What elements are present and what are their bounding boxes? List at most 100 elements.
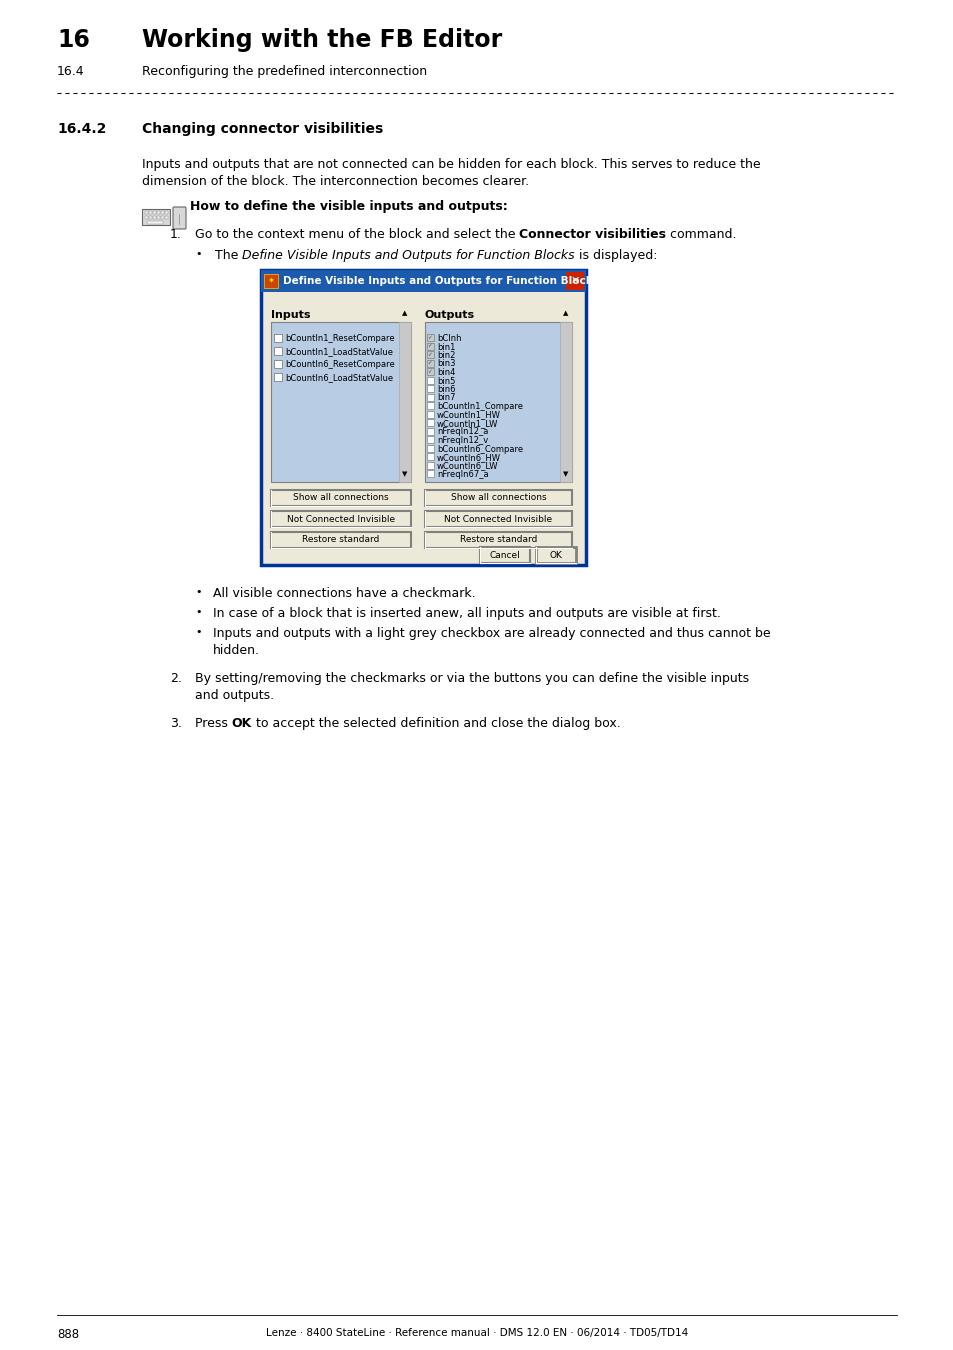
Bar	[271, 532, 411, 548]
Bar	[152, 211, 156, 215]
Bar	[427, 470, 434, 477]
Bar	[424, 512, 572, 526]
Text: ✓: ✓	[427, 360, 432, 366]
Text: OK: OK	[549, 551, 562, 559]
Text: The: The	[214, 248, 242, 262]
Bar	[149, 216, 152, 219]
Bar	[274, 373, 282, 381]
Text: bin6: bin6	[436, 385, 455, 394]
Text: 2.: 2.	[170, 672, 182, 684]
Text: OK: OK	[232, 717, 252, 730]
Text: Show all connections: Show all connections	[293, 494, 389, 502]
Text: bin2: bin2	[436, 351, 455, 360]
Text: Show all connections: Show all connections	[450, 494, 546, 502]
Text: Define Visible Inputs and Outputs for Function Blocks: Define Visible Inputs and Outputs for Fu…	[283, 275, 598, 286]
Text: wCountIn6_HW: wCountIn6_HW	[436, 454, 500, 462]
Bar	[157, 211, 160, 215]
Text: nFreqIn12_v: nFreqIn12_v	[436, 436, 488, 446]
Bar	[479, 547, 530, 563]
Text: wCountIn1_HW: wCountIn1_HW	[436, 410, 500, 420]
Bar	[147, 221, 163, 224]
Text: ▲: ▲	[562, 310, 568, 316]
Text: Inputs: Inputs	[271, 310, 310, 320]
Bar	[152, 216, 156, 219]
Text: Press: Press	[194, 717, 232, 730]
Text: Reconfiguring the predefined interconnection: Reconfiguring the predefined interconnec…	[142, 65, 427, 78]
Text: wCountIn6_LW: wCountIn6_LW	[436, 462, 498, 471]
Text: bCountIn1_ResetCompare: bCountIn1_ResetCompare	[285, 333, 395, 343]
Text: Not Connected Invisible: Not Connected Invisible	[444, 514, 552, 524]
Text: ✓: ✓	[427, 335, 432, 340]
Text: to accept the selected definition and close the dialog box.: to accept the selected definition and cl…	[252, 717, 620, 730]
Bar	[427, 393, 434, 401]
Text: bin7: bin7	[436, 393, 455, 402]
Text: ▲: ▲	[402, 310, 407, 316]
Bar	[424, 490, 572, 506]
Text: •: •	[194, 587, 201, 597]
Bar	[271, 512, 411, 526]
Bar	[427, 343, 434, 350]
Bar	[165, 216, 168, 219]
Text: •: •	[194, 626, 201, 637]
Text: ✶: ✶	[267, 277, 274, 285]
Text: bCountIn6_ResetCompare: bCountIn6_ResetCompare	[285, 360, 395, 369]
Text: ▼: ▼	[402, 471, 407, 477]
Text: How to define the visible inputs and outputs:: How to define the visible inputs and out…	[190, 200, 507, 213]
Bar	[427, 359, 434, 366]
Text: •: •	[194, 608, 201, 617]
Text: All visible connections have a checkmark.: All visible connections have a checkmark…	[213, 587, 476, 599]
Bar	[145, 216, 148, 219]
Text: Changing connector visibilities: Changing connector visibilities	[142, 122, 383, 136]
Bar	[142, 209, 170, 225]
Text: and outputs.: and outputs.	[194, 688, 274, 702]
Bar	[398, 323, 411, 482]
Bar	[424, 532, 572, 548]
Bar	[261, 270, 585, 292]
Text: ▼: ▼	[562, 471, 568, 477]
Bar	[165, 211, 168, 215]
Text: By setting/removing the checkmarks or via the buttons you can define the visible: By setting/removing the checkmarks or vi…	[194, 672, 748, 684]
Text: wCountIn1_LW: wCountIn1_LW	[436, 418, 497, 428]
Bar	[427, 385, 434, 391]
Text: Go to the context menu of the block and select the: Go to the context menu of the block and …	[194, 228, 519, 242]
Bar	[157, 216, 160, 219]
Bar	[427, 377, 434, 383]
Text: Define Visible Inputs and Outputs for Function Blocks: Define Visible Inputs and Outputs for Fu…	[242, 248, 575, 262]
Text: Outputs: Outputs	[424, 310, 475, 320]
Bar	[427, 462, 434, 468]
Text: is displayed:: is displayed:	[575, 248, 657, 262]
Bar	[271, 490, 411, 506]
Bar	[161, 211, 164, 215]
Text: bCountIn6_Compare: bCountIn6_Compare	[436, 444, 522, 454]
Bar	[161, 216, 164, 219]
Text: nFreqIn67_a: nFreqIn67_a	[436, 470, 488, 479]
Text: bin1: bin1	[436, 343, 455, 351]
Bar	[427, 369, 434, 375]
Bar	[271, 323, 411, 482]
Bar	[264, 274, 277, 288]
Text: bCountIn1_Compare: bCountIn1_Compare	[436, 402, 522, 410]
Text: ✕: ✕	[570, 275, 579, 286]
Text: hidden.: hidden.	[213, 644, 260, 657]
Bar	[427, 418, 434, 427]
Bar	[149, 211, 152, 215]
Bar	[427, 410, 434, 417]
Text: Inputs and outputs with a light grey checkbox are already connected and thus can: Inputs and outputs with a light grey che…	[213, 626, 770, 640]
Text: 3.: 3.	[170, 717, 182, 730]
Text: Inputs and outputs that are not connected can be hidden for each block. This ser: Inputs and outputs that are not connecte…	[142, 158, 760, 171]
Bar	[536, 547, 576, 563]
Bar	[427, 333, 434, 342]
FancyBboxPatch shape	[172, 207, 186, 230]
Bar	[424, 323, 572, 482]
Text: command.: command.	[666, 228, 737, 242]
Text: Restore standard: Restore standard	[302, 536, 379, 544]
Text: nFreqIn12_a: nFreqIn12_a	[436, 428, 488, 436]
Text: 888: 888	[57, 1328, 79, 1341]
Text: bin5: bin5	[436, 377, 455, 386]
Text: Lenze · 8400 StateLine · Reference manual · DMS 12.0 EN · 06/2014 · TD05/TD14: Lenze · 8400 StateLine · Reference manua…	[266, 1328, 687, 1338]
Text: bCInh: bCInh	[436, 333, 461, 343]
Bar	[427, 436, 434, 443]
Bar	[565, 271, 583, 290]
Bar	[274, 360, 282, 369]
Text: bCountIn1_LoadStatValue: bCountIn1_LoadStatValue	[285, 347, 393, 356]
